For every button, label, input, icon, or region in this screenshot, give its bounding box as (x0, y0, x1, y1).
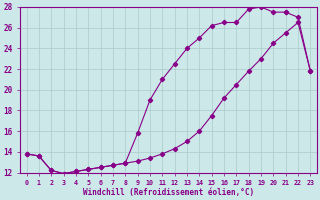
X-axis label: Windchill (Refroidissement éolien,°C): Windchill (Refroidissement éolien,°C) (83, 188, 254, 197)
